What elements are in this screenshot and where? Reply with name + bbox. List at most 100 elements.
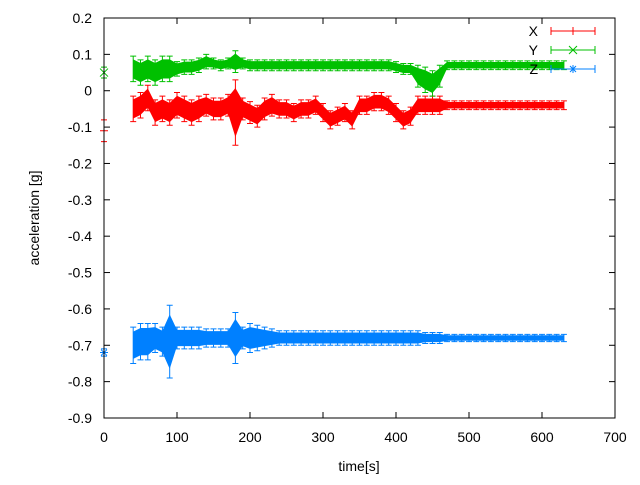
error-bar-x bbox=[225, 93, 232, 117]
y-tick-label: -0.9 bbox=[68, 410, 92, 426]
error-bar-x bbox=[378, 92, 385, 112]
y-tick-label: -0.7 bbox=[68, 337, 92, 353]
error-bar-x bbox=[195, 95, 202, 123]
error-bar-z bbox=[268, 328, 275, 348]
error-bar-z bbox=[327, 330, 334, 346]
error-bar-x bbox=[152, 99, 159, 126]
y-tick-label: -0.6 bbox=[68, 301, 92, 317]
error-bar-z bbox=[159, 326, 166, 357]
error-bar-z bbox=[144, 322, 151, 361]
y-axis-label: acceleration [g] bbox=[26, 171, 42, 266]
error-bar-z bbox=[400, 330, 407, 346]
error-bar-z bbox=[444, 333, 451, 343]
error-bar-y bbox=[290, 59, 297, 72]
legend-marker-z bbox=[569, 65, 577, 73]
error-bar-x bbox=[531, 100, 538, 111]
error-bar-y bbox=[356, 59, 363, 72]
error-bar-z bbox=[517, 333, 524, 343]
series-z-band bbox=[133, 314, 564, 369]
error-bar-x bbox=[130, 95, 137, 123]
error-bar-y bbox=[225, 57, 232, 70]
error-bar-y bbox=[436, 64, 443, 88]
error-bar-z bbox=[174, 326, 180, 350]
error-bar-x bbox=[239, 97, 246, 121]
data-bands bbox=[133, 53, 564, 369]
error-bar-y bbox=[414, 64, 421, 88]
error-bar-z bbox=[320, 330, 326, 346]
error-bar-z bbox=[137, 322, 144, 361]
error-bar-y bbox=[298, 59, 305, 72]
error-bar-x bbox=[268, 93, 275, 117]
error-bar-y bbox=[210, 57, 217, 70]
error-bar-x bbox=[480, 100, 487, 111]
error-bar-x bbox=[517, 100, 524, 111]
y-tick-label: -0.3 bbox=[68, 192, 92, 208]
error-bar-x bbox=[553, 100, 560, 111]
error-bar-y bbox=[495, 60, 502, 71]
error-bar-z bbox=[276, 330, 283, 346]
error-bar-z bbox=[451, 333, 458, 343]
error-bar-x bbox=[502, 100, 509, 111]
error-bar-z bbox=[495, 333, 502, 343]
error-bar-y bbox=[524, 60, 531, 71]
error-bar-x bbox=[393, 102, 399, 123]
error-bar-z bbox=[429, 332, 436, 344]
error-bar-x bbox=[436, 95, 443, 115]
x-tick-label: 300 bbox=[311, 429, 335, 445]
error-bar-y bbox=[560, 60, 567, 71]
error-bar-y bbox=[349, 59, 356, 72]
legend-marker-x bbox=[569, 27, 577, 35]
error-bar-x bbox=[487, 100, 494, 111]
legend-marker-y bbox=[568, 45, 578, 55]
error-bar-z bbox=[290, 330, 297, 346]
error-bar-y bbox=[130, 55, 137, 83]
error-bar-y bbox=[334, 59, 341, 72]
error-bar-y bbox=[341, 59, 348, 72]
error-bar-y bbox=[247, 59, 253, 72]
error-bar-y bbox=[174, 61, 180, 77]
error-bar-z bbox=[298, 330, 305, 346]
error-bar-x bbox=[181, 95, 188, 123]
series-y-band bbox=[133, 53, 564, 93]
error-bar-z bbox=[407, 330, 414, 346]
error-bar-y bbox=[385, 59, 392, 72]
legend-label-x: X bbox=[529, 23, 539, 39]
y-tick-label: -0.1 bbox=[68, 119, 92, 135]
error-bar-x bbox=[312, 95, 319, 115]
error-bar-x bbox=[444, 100, 451, 111]
error-bar-x bbox=[458, 100, 465, 111]
error-bar-y bbox=[152, 59, 159, 86]
error-bar-y bbox=[531, 60, 538, 71]
y-tick-label: -0.8 bbox=[68, 374, 92, 390]
legend-label-z: Z bbox=[529, 61, 538, 77]
error-bar-x bbox=[305, 99, 312, 119]
error-bar-x bbox=[159, 95, 166, 123]
error-bar-y bbox=[320, 59, 326, 72]
error-bar-z bbox=[239, 326, 246, 350]
error-bar-x bbox=[261, 97, 268, 121]
error-bar-z bbox=[393, 330, 399, 346]
error-bar-z bbox=[232, 312, 239, 364]
error-bar-y bbox=[195, 57, 202, 74]
error-bar-x bbox=[247, 101, 253, 124]
error-bar-x bbox=[363, 95, 370, 115]
axes: 0 100 200 300 400 500 600 700 0.2 0.1 0 -0.1 -0.2 -0.… bbox=[68, 10, 627, 445]
error-bar-x bbox=[210, 97, 217, 121]
error-bar-y bbox=[400, 62, 407, 75]
error-bar-y bbox=[166, 55, 173, 83]
error-bar-z bbox=[539, 333, 545, 343]
error-bar-y bbox=[188, 59, 195, 75]
error-bar-x bbox=[539, 100, 545, 111]
error-bar-x bbox=[327, 110, 334, 130]
error-bar-z bbox=[524, 333, 531, 343]
x-tick-label: 400 bbox=[384, 429, 408, 445]
error-bar-z bbox=[166, 304, 173, 379]
legend: XYZ bbox=[529, 23, 596, 77]
error-bar-y bbox=[137, 59, 144, 86]
error-bar-y bbox=[261, 59, 268, 72]
error-bar-y bbox=[429, 70, 436, 97]
error-bar-x bbox=[422, 95, 429, 115]
error-bar-x bbox=[254, 104, 261, 128]
error-bar-z bbox=[363, 330, 370, 346]
error-bar-x bbox=[385, 95, 392, 115]
